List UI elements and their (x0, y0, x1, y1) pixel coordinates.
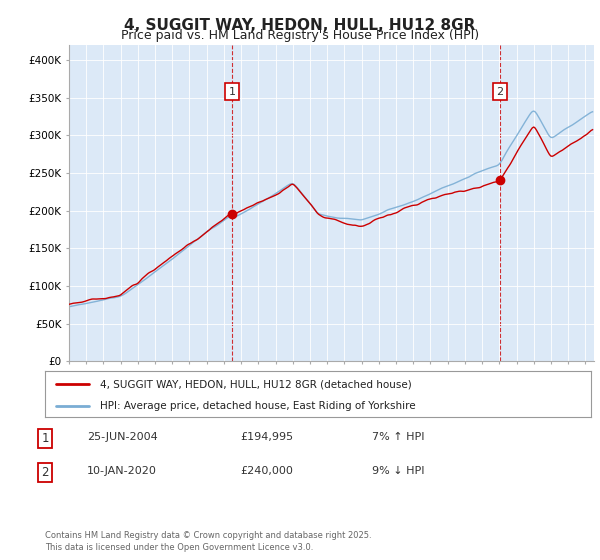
Text: Price paid vs. HM Land Registry's House Price Index (HPI): Price paid vs. HM Land Registry's House … (121, 29, 479, 42)
Text: 1: 1 (229, 86, 236, 96)
Text: 2: 2 (496, 86, 503, 96)
Text: 4, SUGGIT WAY, HEDON, HULL, HU12 8GR (detached house): 4, SUGGIT WAY, HEDON, HULL, HU12 8GR (de… (100, 379, 412, 389)
Text: £240,000: £240,000 (240, 466, 293, 476)
Text: 7% ↑ HPI: 7% ↑ HPI (372, 432, 425, 442)
Text: 25-JUN-2004: 25-JUN-2004 (87, 432, 158, 442)
Text: 4, SUGGIT WAY, HEDON, HULL, HU12 8GR: 4, SUGGIT WAY, HEDON, HULL, HU12 8GR (124, 18, 476, 33)
Text: Contains HM Land Registry data © Crown copyright and database right 2025.
This d: Contains HM Land Registry data © Crown c… (45, 531, 371, 552)
Text: 2: 2 (41, 466, 49, 479)
Text: 9% ↓ HPI: 9% ↓ HPI (372, 466, 425, 476)
Text: HPI: Average price, detached house, East Riding of Yorkshire: HPI: Average price, detached house, East… (100, 401, 415, 410)
Text: 10-JAN-2020: 10-JAN-2020 (87, 466, 157, 476)
Text: £194,995: £194,995 (240, 432, 293, 442)
Text: 1: 1 (41, 432, 49, 445)
